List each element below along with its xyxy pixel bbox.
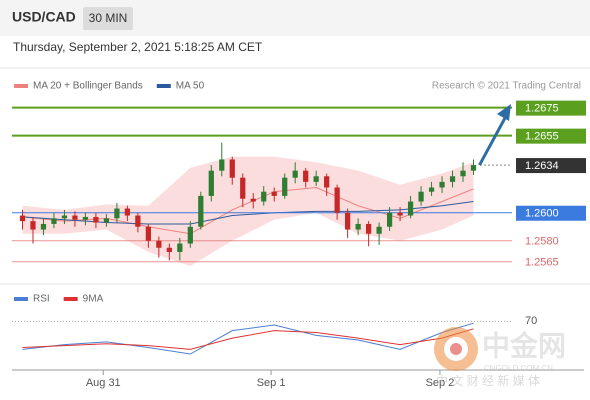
arrow-head — [497, 104, 511, 121]
candle-body — [30, 221, 36, 230]
watermark-brand: 中金网 — [482, 329, 566, 361]
x-tick-label: Sep 2 — [426, 377, 455, 389]
timeframe[interactable]: 30 MIN — [89, 11, 128, 25]
legend-label: MA 20 + Bollinger Bands — [33, 81, 143, 92]
level-box — [516, 158, 586, 174]
candle-body — [103, 218, 110, 223]
candle-body — [93, 216, 99, 223]
legend-label: RSI — [33, 294, 50, 305]
candle-body — [428, 187, 435, 192]
timeframe-button[interactable] — [83, 7, 133, 30]
candle-body — [355, 223, 361, 230]
candle-body — [470, 165, 477, 171]
level-label: 1.2565 — [525, 257, 559, 269]
candle-body — [19, 215, 26, 222]
candle-body — [198, 195, 204, 227]
candle-body — [334, 187, 340, 213]
candle-body — [229, 159, 235, 178]
level-box — [516, 128, 586, 144]
candle-body — [386, 212, 393, 227]
candle-body — [303, 170, 309, 182]
level-box — [516, 100, 586, 116]
candle-body — [61, 215, 68, 219]
symbol: USD/CAD — [12, 9, 76, 25]
candle-body — [250, 198, 256, 202]
candle-body — [449, 176, 456, 182]
source: Research © 2021 Trading Central — [432, 81, 581, 92]
candle-body — [145, 226, 151, 241]
candle-body — [82, 216, 89, 220]
indicator-line — [22, 322, 474, 355]
candle-body — [439, 181, 445, 188]
candle-body — [366, 223, 372, 234]
level-box — [516, 205, 586, 221]
x-tick-label: Aug 31 — [86, 377, 121, 389]
level-label: 1.2634 — [525, 160, 559, 172]
candle-body — [51, 218, 57, 224]
level-label: 1.2655 — [525, 131, 559, 143]
candle-body — [282, 177, 288, 196]
candle-body — [240, 177, 246, 199]
candle-body — [407, 201, 414, 216]
x-tick-label: Sep 1 — [257, 377, 286, 389]
candle-body — [72, 215, 78, 220]
legend-label: MA 50 — [176, 81, 205, 92]
candle-body — [208, 170, 214, 196]
watermark: 中金网 CNGOLD.COM.CN 中 文 财 经 新 媒 体 — [434, 327, 566, 388]
candle-body — [187, 226, 193, 244]
candle-body — [156, 240, 162, 248]
timestamp: Thursday, September 2, 2021 5:18:25 AM C… — [13, 40, 263, 54]
level-label: 1.2675 — [525, 103, 559, 115]
indicator-line — [22, 328, 474, 350]
candle-body — [292, 170, 298, 178]
candle-body — [418, 191, 424, 202]
watermark-site: CNGOLD.COM.CN — [484, 364, 553, 373]
bollinger-band — [22, 156, 474, 266]
candle-body — [135, 215, 141, 227]
candle-body — [271, 191, 277, 196]
candle-body — [166, 247, 172, 252]
candle-body — [376, 226, 382, 234]
legend-swatch — [14, 297, 28, 301]
logo — [450, 343, 462, 355]
candle-body — [313, 176, 319, 182]
legend-swatch — [63, 297, 78, 301]
candle-body — [177, 243, 183, 252]
forecast-arrow — [478, 117, 507, 166]
candle-body — [261, 191, 267, 202]
legend-label: 9MA — [83, 294, 104, 305]
ma-line — [22, 201, 474, 225]
candle-body — [114, 208, 120, 219]
level-label: 1.2580 — [525, 236, 559, 248]
watermark-tagline: 中 文 财 经 新 媒 体 — [436, 373, 540, 388]
level-label: 1.2600 — [525, 208, 559, 220]
y-tick-label: 70 — [525, 315, 537, 327]
legend-swatch — [156, 84, 171, 88]
legend-swatch — [14, 84, 28, 88]
candle-body — [345, 212, 351, 230]
candle-body — [324, 176, 330, 188]
candle-body — [460, 170, 466, 177]
candle-body — [219, 159, 225, 171]
candle-body — [397, 212, 403, 216]
candle-body — [40, 223, 47, 230]
candle-body — [124, 208, 130, 216]
